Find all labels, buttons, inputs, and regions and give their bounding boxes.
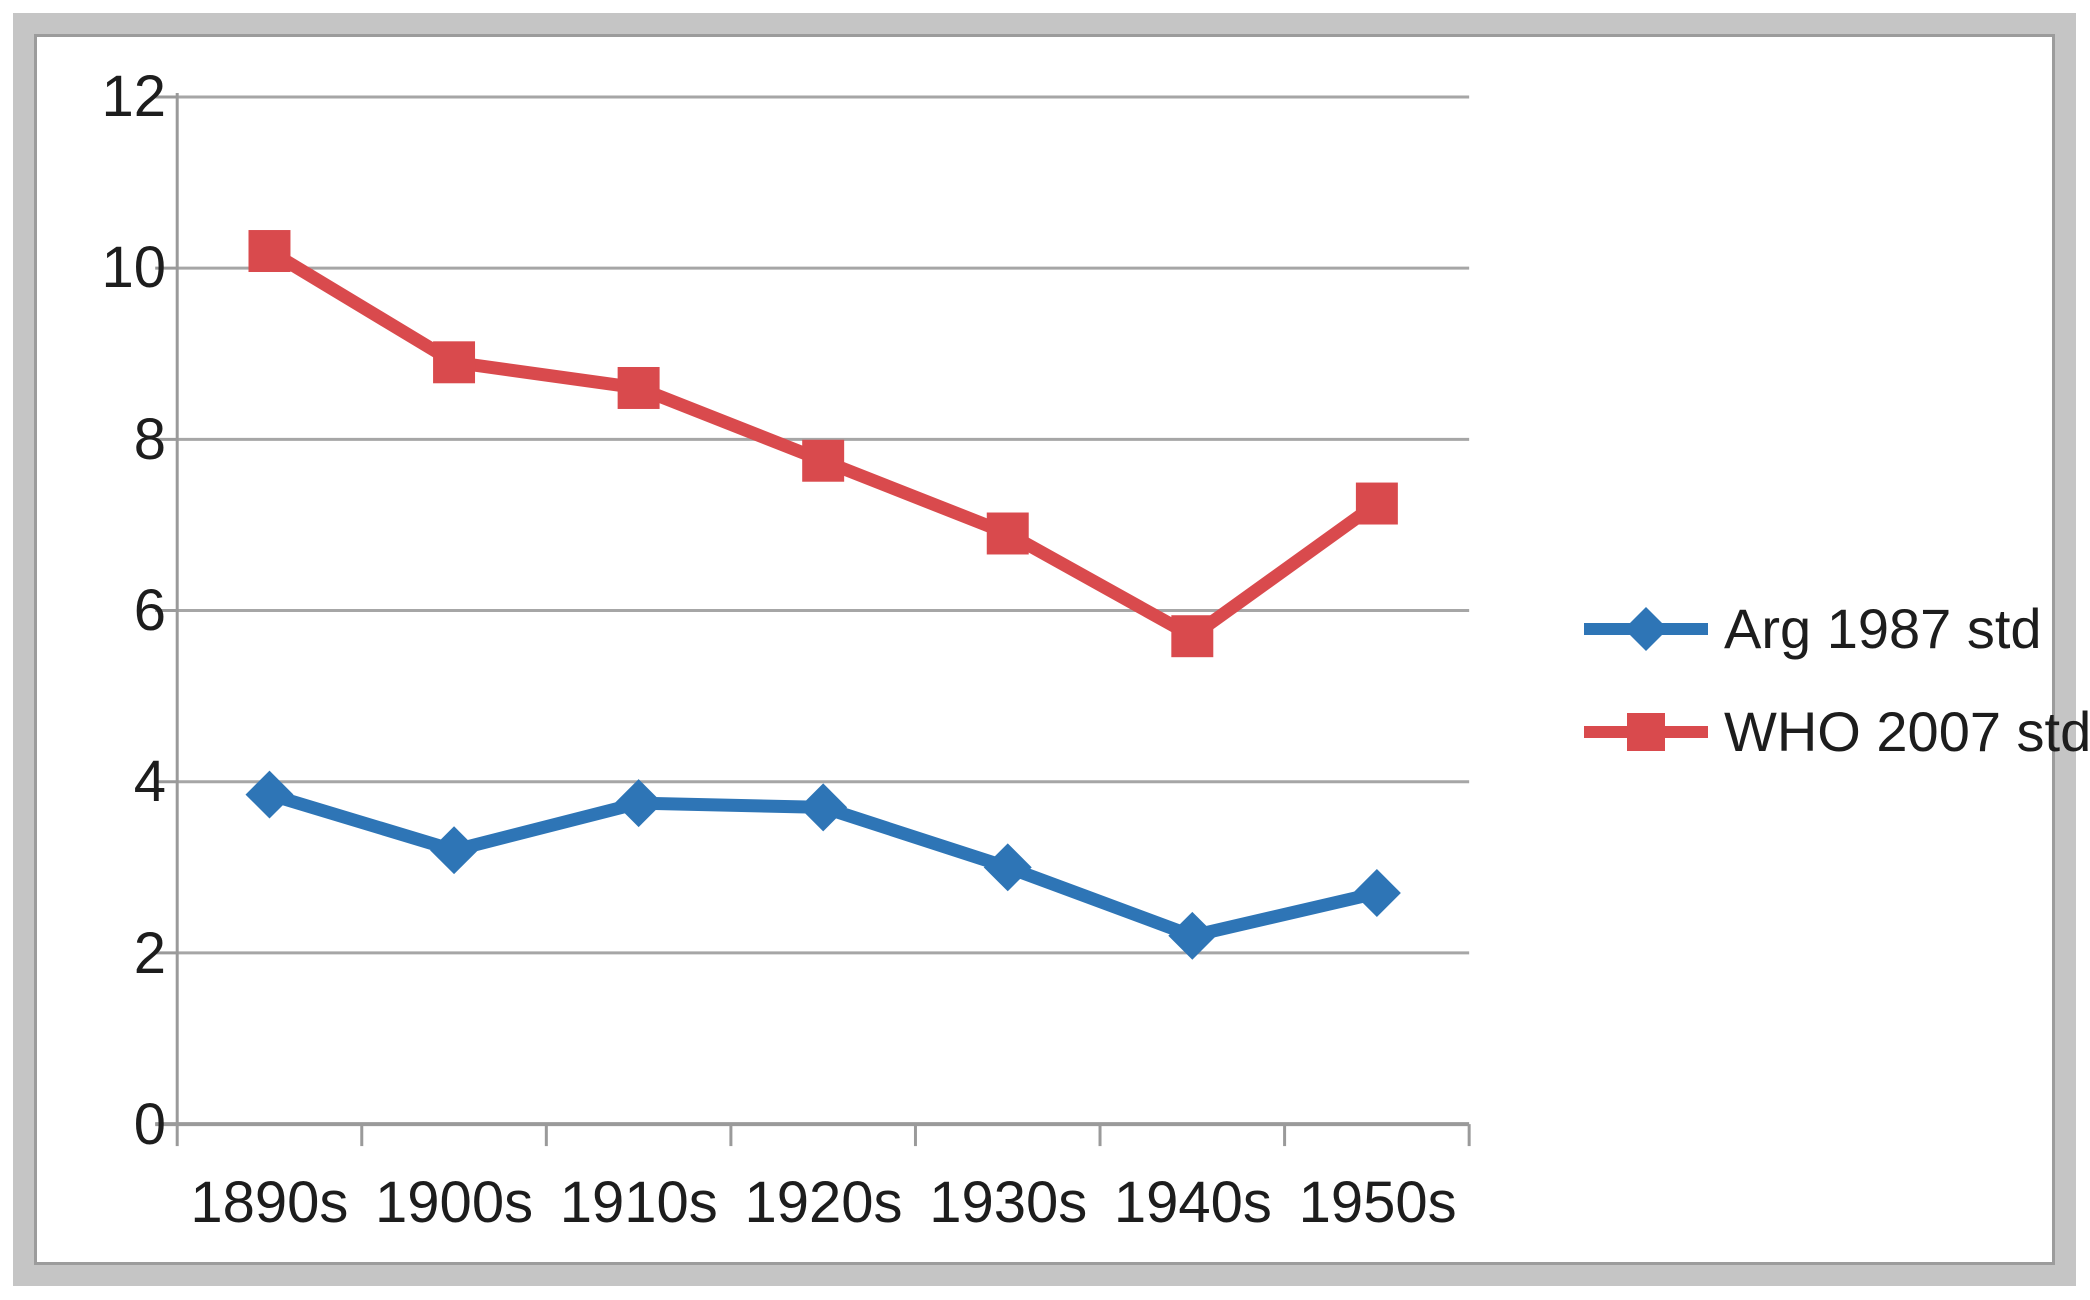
x-tick-label: 1910s: [559, 1170, 718, 1235]
legend-label: Arg 1987 std: [1724, 597, 2042, 660]
data-point-marker: [248, 230, 291, 273]
y-tick-label: 8: [133, 406, 166, 472]
legend-marker-icon: [1627, 713, 1665, 751]
y-tick-label: 6: [133, 578, 166, 643]
legend-item: Arg 1987 std: [1582, 594, 2090, 664]
y-tick-label: 0: [133, 1092, 166, 1157]
x-tick-label: 1920s: [744, 1170, 903, 1235]
y-tick-label: 2: [133, 920, 166, 986]
legend-marker-icon: [1624, 607, 1668, 651]
legend-swatch-diamond-icon: [1584, 607, 1708, 651]
data-point-marker: [1168, 911, 1217, 960]
chart-frame: 0 2 4 6 8 10 12 1890s 1900s 1910s 1920s 1930s 1940s…: [13, 13, 2090, 1286]
x-tick-label: 1930s: [929, 1170, 1088, 1235]
y-tick-label: 10: [101, 235, 166, 301]
y-tick-label: 12: [101, 64, 166, 129]
data-point-marker: [802, 439, 845, 482]
data-point-marker: [799, 783, 848, 832]
x-tick-label: 1940s: [1113, 1170, 1272, 1235]
line-chart-plot: [155, 92, 1471, 1147]
data-point-marker: [614, 779, 663, 828]
legend-label: WHO 2007 std: [1724, 700, 2090, 763]
data-point-marker: [430, 826, 479, 875]
data-point-marker: [433, 341, 476, 384]
data-point-marker: [617, 366, 660, 409]
x-tick-label: 1900s: [375, 1170, 534, 1235]
x-tick-label: 1890s: [190, 1170, 349, 1235]
x-tick-label: 1950s: [1298, 1170, 1457, 1235]
chart-legend: Arg 1987 std WHO 2007 std: [1582, 594, 2090, 767]
data-point-marker: [1352, 869, 1401, 917]
legend-swatch-square-icon: [1584, 713, 1708, 751]
data-point-marker: [983, 843, 1032, 892]
legend-item: WHO 2007 std: [1582, 697, 2090, 767]
y-tick-label: 4: [133, 749, 166, 815]
data-point-marker: [986, 512, 1029, 555]
data-point-marker: [1171, 615, 1214, 658]
data-point-marker: [1355, 482, 1398, 525]
data-point-marker: [245, 770, 294, 819]
